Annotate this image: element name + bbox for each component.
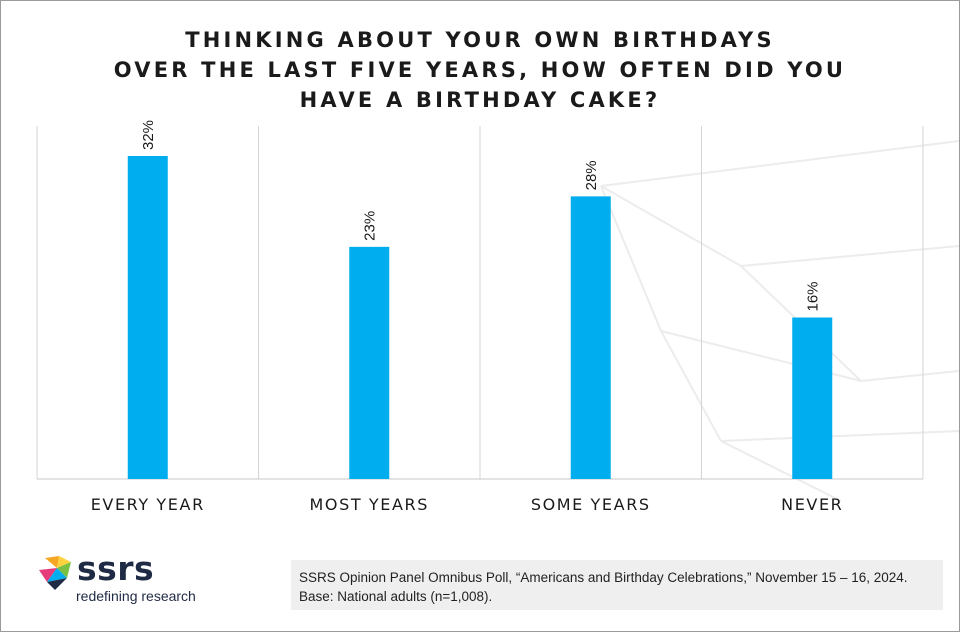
- category-label: NEVER: [781, 495, 843, 514]
- ssrs-wordmark: ssrs: [77, 549, 155, 588]
- category-label: EVERY YEAR: [91, 495, 205, 514]
- title-line-3: HAVE A BIRTHDAY CAKE?: [299, 88, 661, 112]
- bar: [792, 317, 833, 479]
- source-line-2: Base: National adults (n=1,008).: [299, 589, 493, 604]
- data-label: 32%: [140, 120, 157, 150]
- category-label: SOME YEARS: [531, 495, 651, 514]
- chart-title: THINKING ABOUT YOUR OWN BIRTHDAYS OVER T…: [1, 25, 959, 115]
- ssrs-logo-icon: [39, 556, 71, 590]
- bar-chart: 32% EVERY YEAR 23% MOST YEARS 28% SOME YEARS 1…: [36, 120, 924, 514]
- bar: [570, 196, 611, 479]
- ssrs-tagline: redefining research: [76, 588, 196, 604]
- source-line-1: SSRS Opinion Panel Omnibus Poll, “Americ…: [299, 570, 908, 585]
- data-label: 16%: [804, 281, 821, 311]
- data-label: 23%: [361, 211, 378, 241]
- source-note: SSRS Opinion Panel Omnibus Poll, “Americ…: [291, 560, 943, 610]
- title-line-1: THINKING ABOUT YOUR OWN BIRTHDAYS: [185, 28, 775, 52]
- title-line-2: OVER THE LAST FIVE YEARS, HOW OFTEN DID …: [113, 58, 847, 82]
- bar: [127, 156, 168, 479]
- bar: [349, 246, 390, 479]
- category-label: MOST YEARS: [309, 495, 429, 514]
- data-label: 28%: [583, 160, 600, 190]
